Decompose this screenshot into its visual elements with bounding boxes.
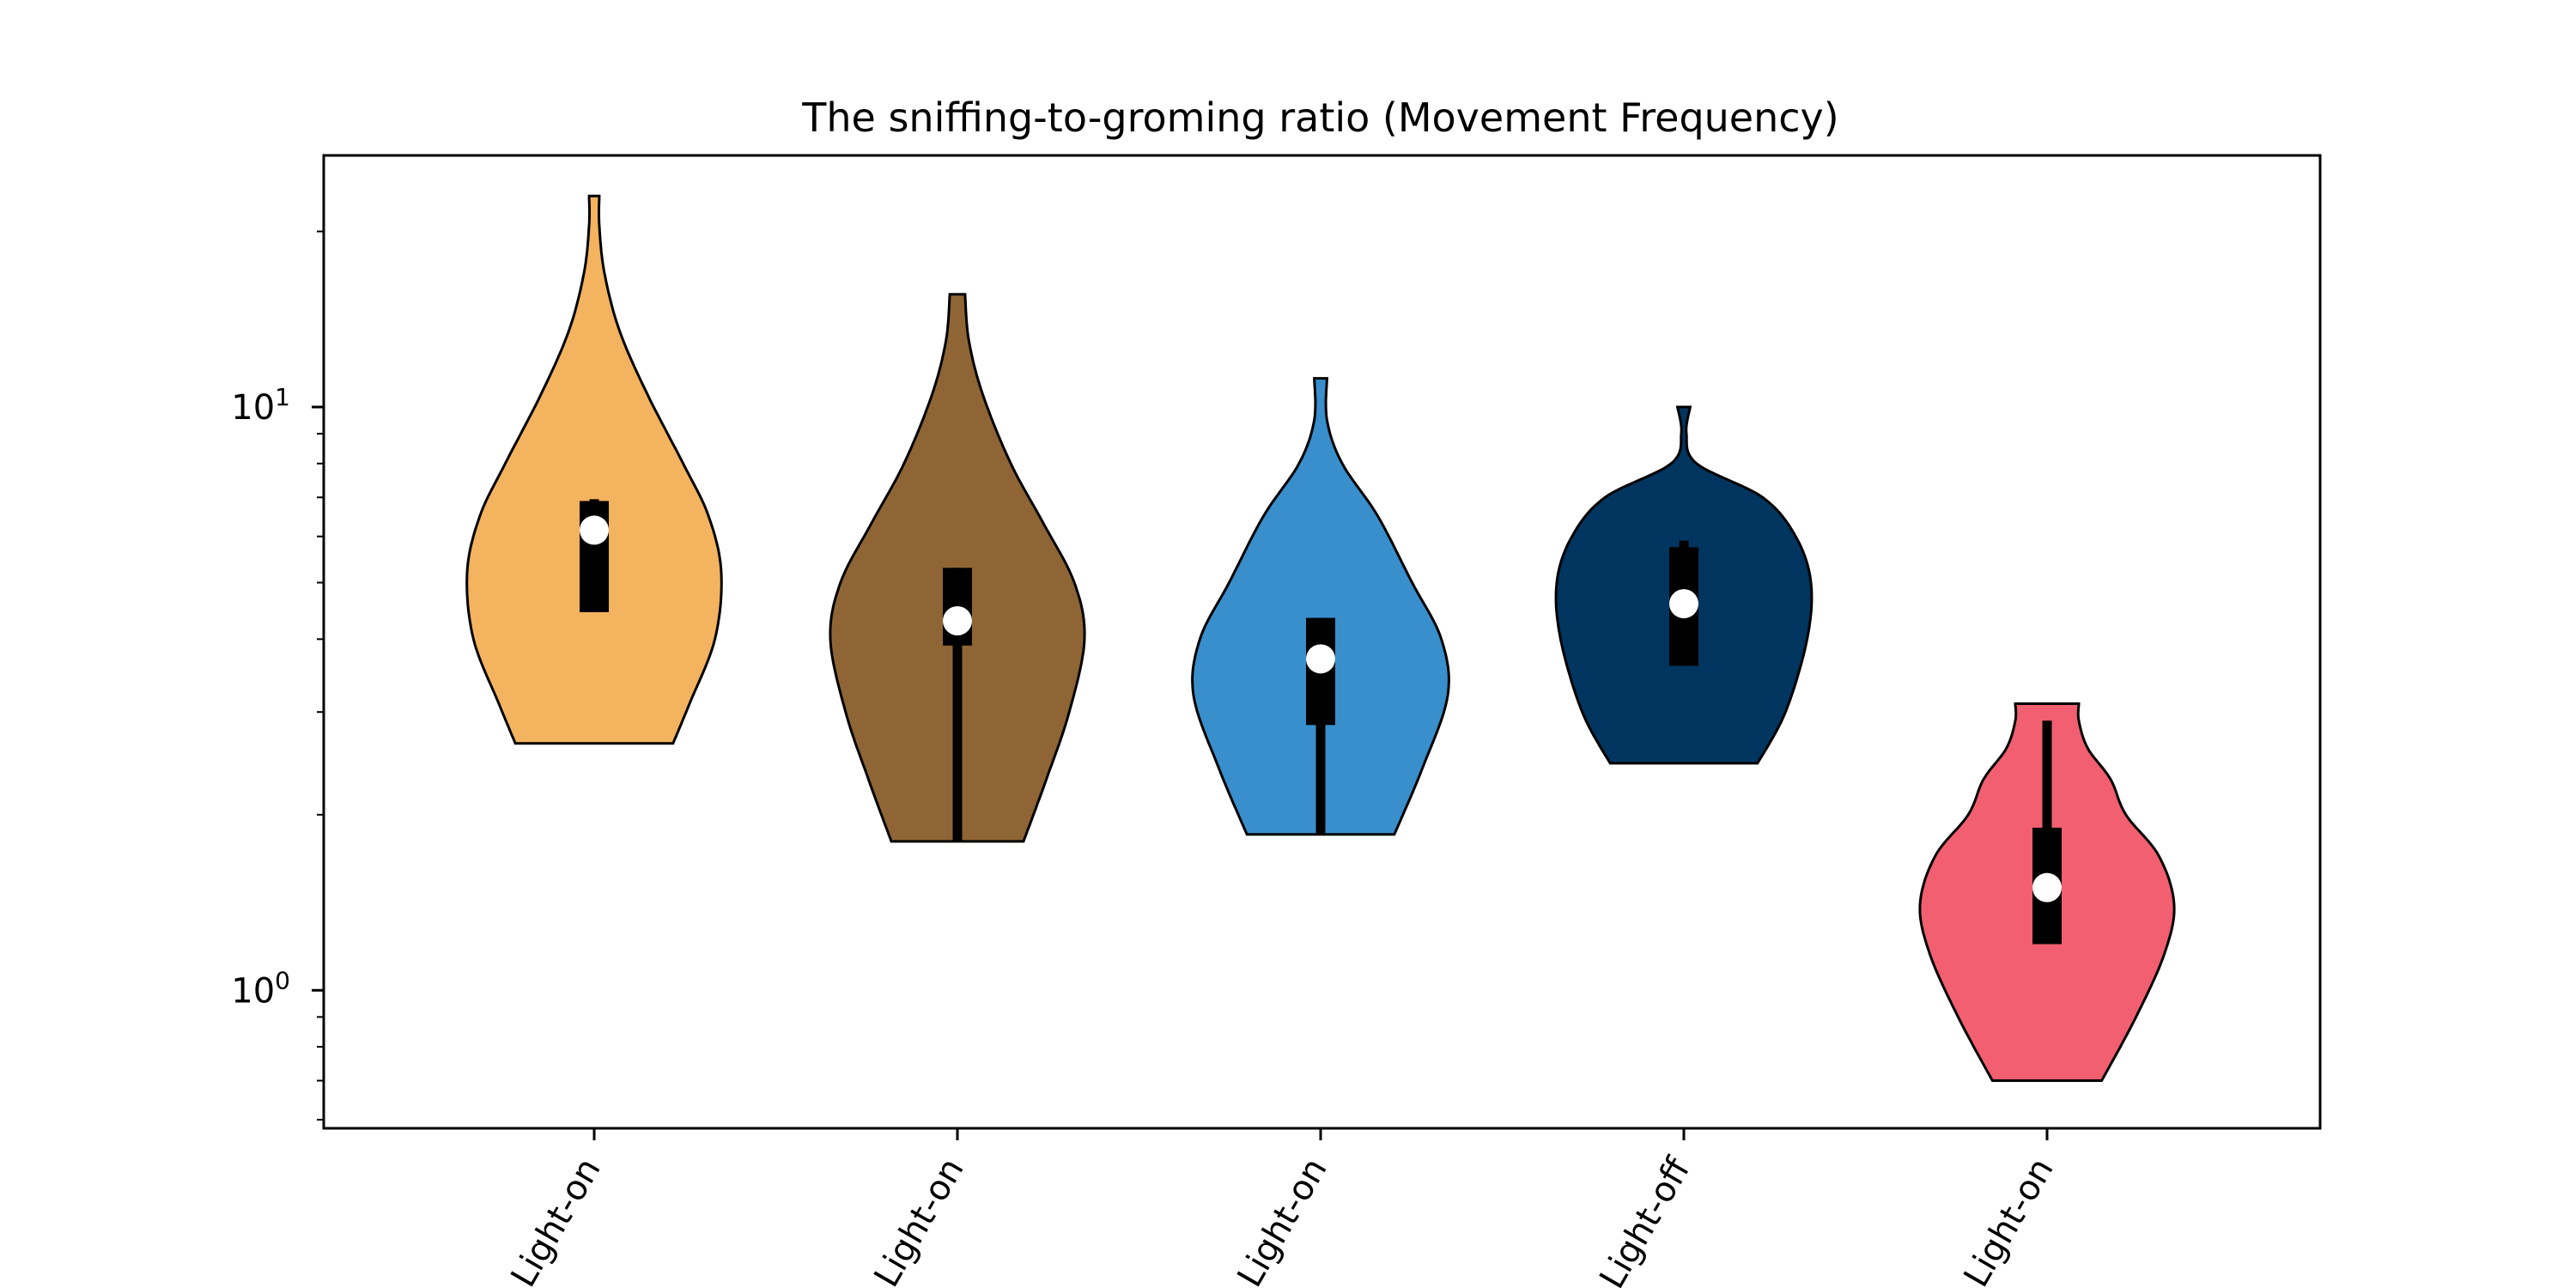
x-tick-label-3: Light-on <box>1230 1151 1334 1288</box>
violin-3 <box>1191 377 1450 836</box>
x-tick-label-1: Light-on <box>503 1151 608 1288</box>
y-tick-label-2: 101 <box>231 383 290 428</box>
x-axis: Light-on Light-on Light-on Light-off Light-o… <box>503 1128 2062 1288</box>
x-tick-label-2: Light-on <box>866 1151 971 1288</box>
median-point-3 <box>1306 644 1335 674</box>
box-layer <box>580 499 2062 945</box>
violin-1 <box>465 194 723 745</box>
x-tick-label-4: Light-off <box>1592 1151 1698 1288</box>
median-point-4 <box>1669 589 1698 619</box>
plot-frame <box>322 154 2322 1130</box>
chart-title: The sniffing-to-groming ratio (Movement … <box>801 94 1838 141</box>
median-point-2 <box>943 605 972 635</box>
x-tick-label-5: Light-on <box>1956 1151 2061 1288</box>
median-point-1 <box>580 515 609 545</box>
y-axis: 100 101 <box>231 230 324 1121</box>
median-point-5 <box>2032 872 2062 902</box>
y-tick-label-1: 100 <box>231 966 290 1011</box>
